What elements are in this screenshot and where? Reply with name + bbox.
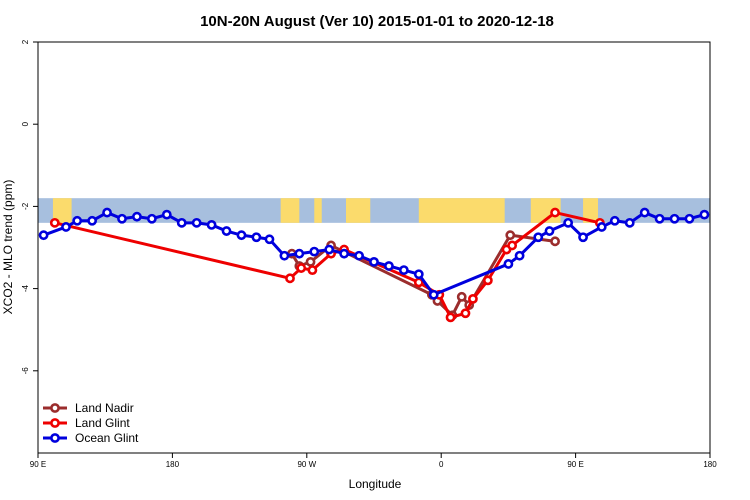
ocean-glint-point	[544, 226, 555, 236]
land-glint-point	[296, 263, 307, 273]
land-nadir-point	[305, 256, 316, 267]
land-segment-1	[280, 198, 300, 223]
chart-title: 10N-20N August (Ver 10) 2015-01-01 to 20…	[200, 13, 554, 30]
ocean-glint-point	[339, 248, 350, 259]
ocean-glint-point	[146, 213, 157, 224]
plot-frame	[37, 41, 711, 454]
ocean-glint-point	[596, 222, 607, 232]
ocean-glint-point	[684, 213, 695, 224]
land-segment-3	[346, 198, 371, 223]
land-glint-point	[460, 308, 471, 319]
ocean-glint-point	[221, 226, 232, 236]
land-glint-point	[482, 275, 493, 286]
land-glint-point	[49, 217, 60, 228]
land-nadir-point	[456, 291, 467, 302]
land-glint-point	[507, 240, 518, 251]
ocean-glint-point	[324, 244, 335, 255]
land-glint-point	[445, 312, 456, 323]
ocean-glint-point	[413, 269, 424, 280]
legend-label-land-nadir: Land Nadir	[75, 401, 134, 415]
ocean-glint-point	[639, 207, 650, 218]
ocean-glint-point	[503, 259, 514, 269]
ocean-glint-point	[61, 222, 71, 232]
y-tick-label: 0	[21, 121, 30, 126]
ocean-glint-point	[132, 211, 142, 222]
ocean-glint-point	[563, 217, 574, 228]
x-tick-label: 0	[439, 460, 444, 469]
ocean-glint-point	[87, 215, 98, 226]
ocean-glint-point	[384, 261, 394, 271]
ocean-glint-point	[514, 250, 525, 261]
ocean-glint-point	[309, 246, 320, 257]
land-glint-point	[307, 265, 318, 276]
ocean-glint-point	[669, 213, 680, 224]
ocean-glint-point	[624, 217, 635, 228]
ocean-glint-point	[206, 219, 217, 230]
ocean-glint-point	[251, 232, 262, 243]
ocean-glint-point	[609, 215, 620, 226]
ocean-glint-point	[279, 250, 290, 261]
x-tick-label: 180	[166, 460, 180, 469]
ocean-glint-point	[102, 207, 112, 218]
y-tick-label: -4	[21, 284, 30, 292]
x-tick-label: 90 E	[30, 460, 46, 469]
ocean-glint-point	[369, 256, 379, 267]
legend-marker-ocean-glint	[50, 433, 60, 443]
land-glint-line	[54, 211, 601, 319]
land-glint-point	[285, 273, 295, 284]
ocean-glint-point	[654, 213, 665, 224]
series-group	[38, 207, 710, 323]
x-axis-label: Longitude	[349, 477, 402, 491]
ocean-glint-point	[38, 230, 49, 241]
legend-label-land-glint: Land Glint	[75, 416, 130, 430]
ocean-glint-point	[191, 217, 202, 228]
ocean-glint-point	[533, 232, 544, 243]
land-segment-6	[583, 198, 598, 223]
legend-label-ocean-glint: Ocean Glint	[75, 431, 139, 445]
x-axis: 90 E 180 90 W 0 90 E 180	[30, 453, 717, 469]
ocean-glint-point	[294, 248, 305, 259]
ocean-glint-point	[161, 209, 172, 220]
x-tick-label: 90 W	[297, 460, 316, 469]
x-tick-label: 180	[703, 460, 717, 469]
ocean-glint-point	[264, 234, 275, 245]
ocean-glint-point	[236, 230, 247, 241]
ocean-glint-point	[72, 215, 83, 226]
y-axis: 2 0 -2 -4 -6	[21, 39, 38, 374]
land-nadir-point	[550, 236, 560, 247]
ocean-glint-point	[398, 265, 409, 276]
x-tick-label: 90 E	[567, 460, 583, 469]
ocean-glint-point	[176, 217, 187, 228]
y-tick-label: -6	[21, 367, 30, 375]
land-glint-point	[468, 293, 478, 304]
legend-marker-land-nadir	[50, 403, 60, 413]
ocean-glint-point	[117, 213, 127, 224]
ocean-glint-point	[428, 289, 439, 300]
land-glint-point	[550, 207, 560, 218]
ocean-glint-point	[354, 250, 364, 261]
land-segment-2	[314, 198, 322, 223]
y-tick-label: 2	[21, 39, 30, 44]
ocean-glint-point	[578, 232, 588, 243]
land-segment-4	[418, 198, 505, 223]
y-axis-label: XCO2 - MLO trend (ppm)	[1, 180, 15, 315]
land-segment-0	[52, 198, 72, 223]
ocean-glint-point	[699, 209, 710, 220]
y-tick-label: -2	[21, 202, 30, 210]
legend-marker-land-glint	[50, 418, 60, 428]
land-nadir-point	[505, 230, 516, 241]
